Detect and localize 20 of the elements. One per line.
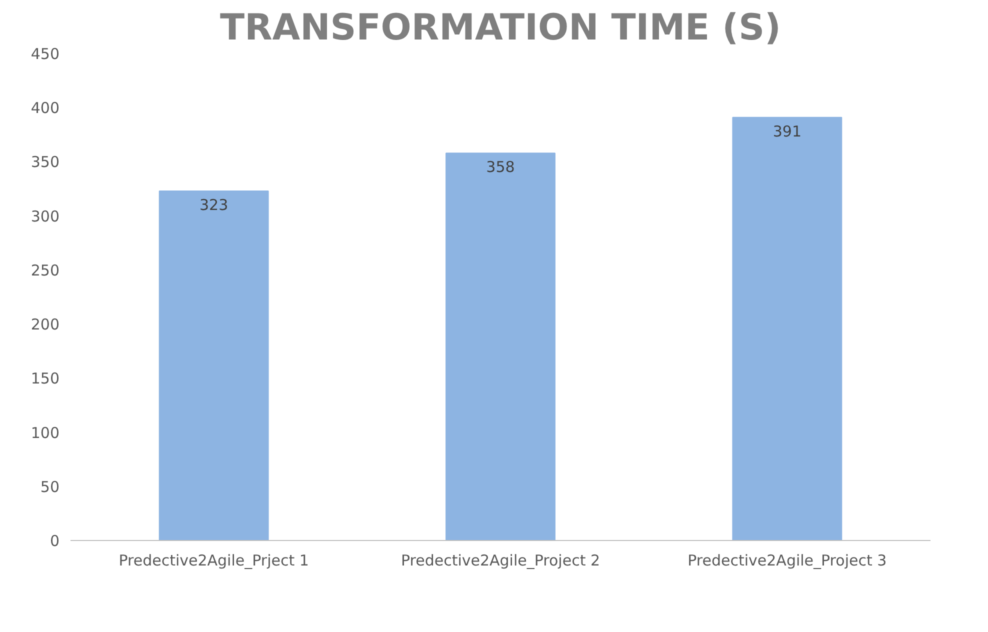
bar: [446, 152, 556, 540]
bar: [158, 190, 269, 540]
data-label: 323: [200, 196, 228, 214]
x-tick-label: Predective2Agile_Project 3: [688, 552, 887, 570]
y-tick-label: 400: [30, 99, 60, 118]
x-tick-label: Predective2Agile_Prject 1: [118, 552, 309, 570]
bar: [732, 116, 842, 540]
y-tick-label: 200: [30, 316, 60, 334]
data-label: 391: [772, 122, 802, 140]
y-tick-label: 0: [50, 532, 60, 550]
y-tick-label: 150: [30, 370, 60, 388]
chart-title: TRANSFORMATION TIME (S): [220, 8, 781, 48]
y-tick-label: 250: [30, 261, 60, 280]
y-tick-label: 450: [30, 45, 60, 63]
y-tick-label: 350: [30, 153, 60, 172]
y-tick-label: 100: [30, 424, 60, 442]
data-label: 358: [486, 158, 515, 176]
y-tick-label: 50: [40, 478, 60, 496]
x-tick-label: Predective2Agile_Project 2: [400, 552, 600, 570]
y-tick-label: 300: [30, 207, 60, 226]
